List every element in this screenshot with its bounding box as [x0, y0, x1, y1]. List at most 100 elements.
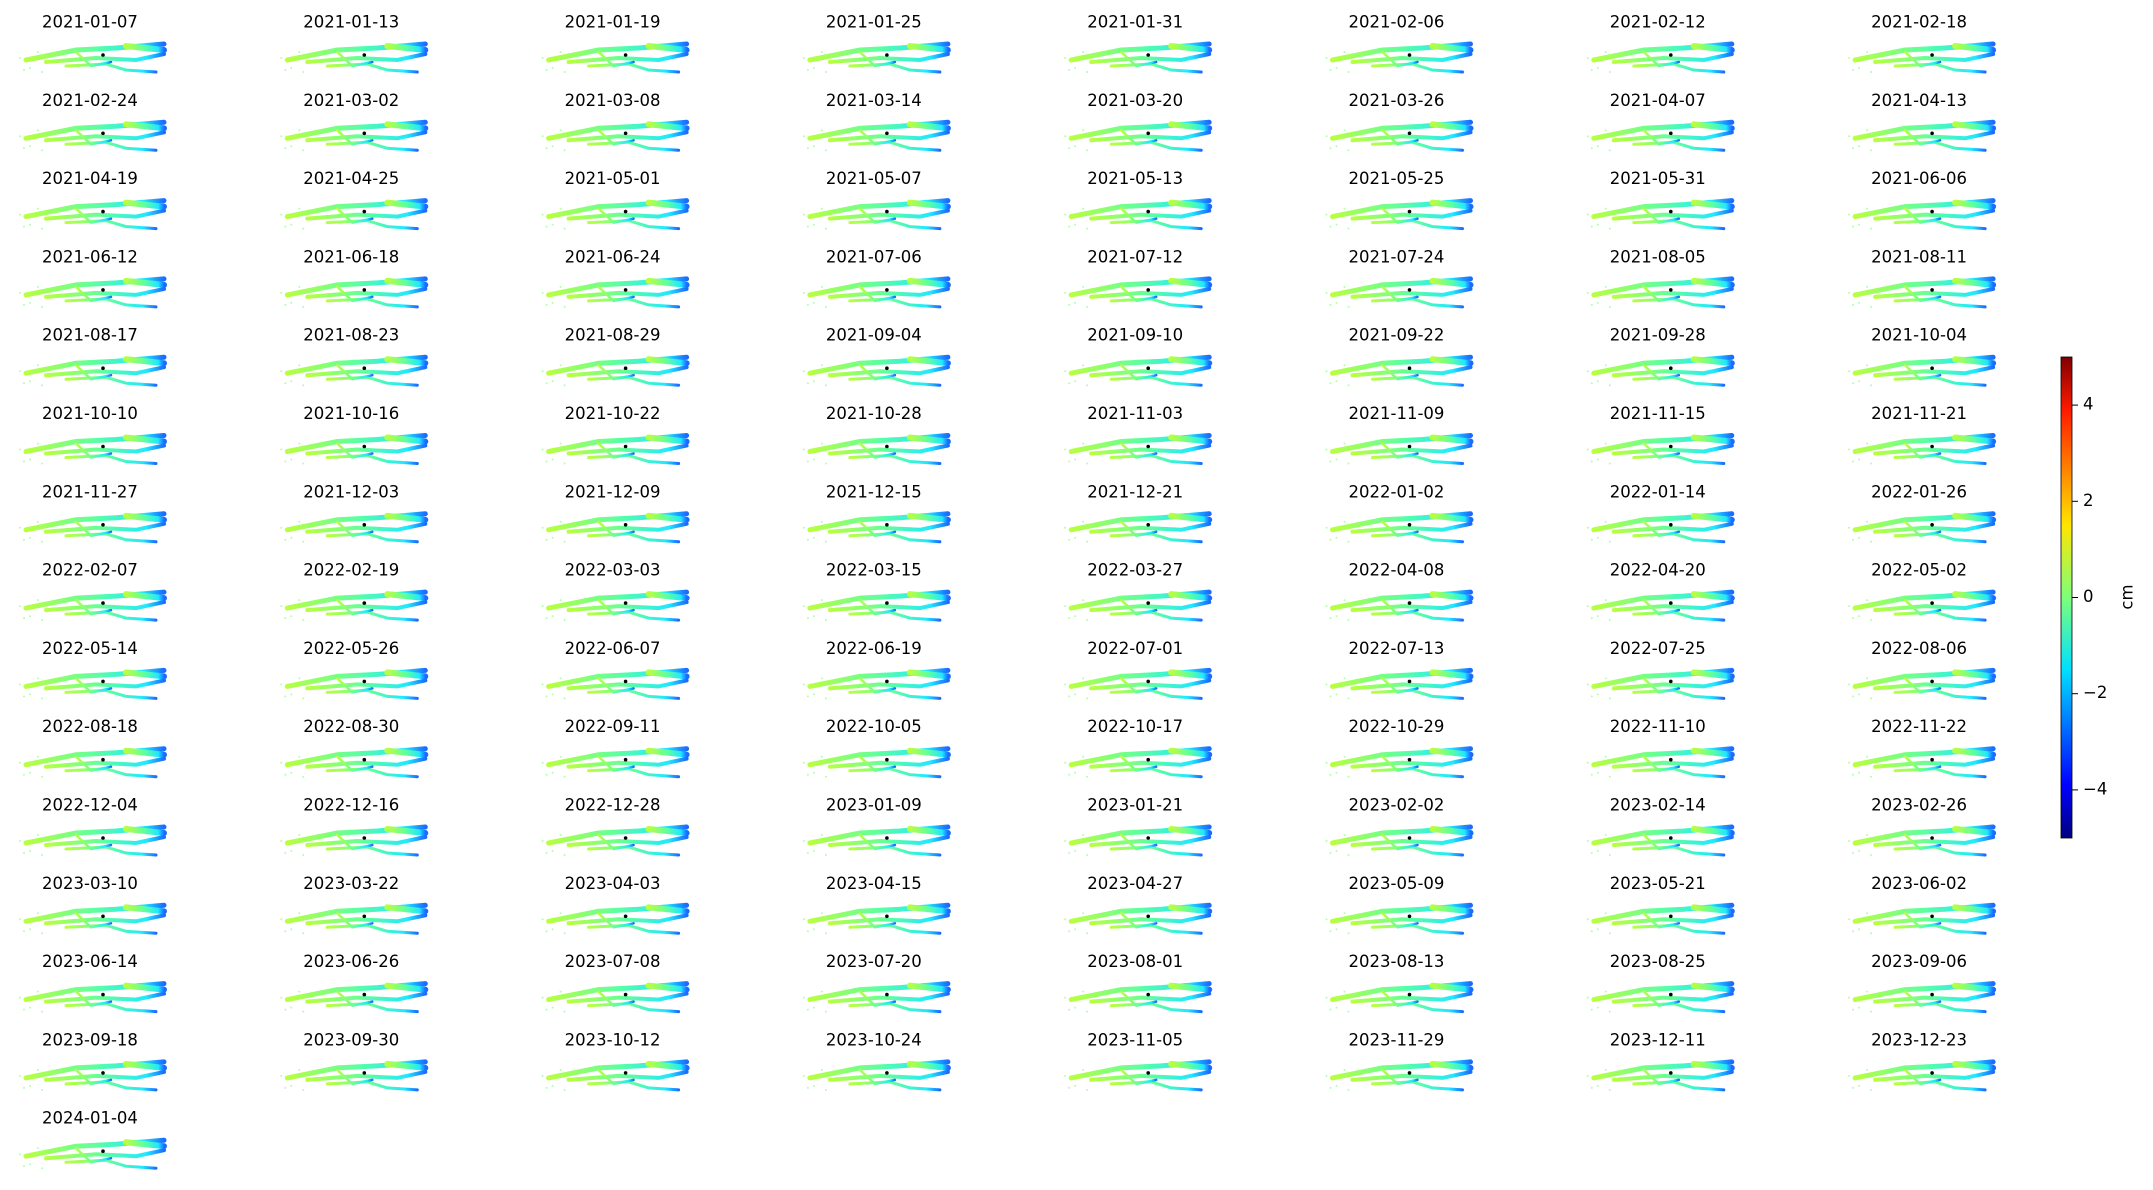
panel: 2021-12-03: [280, 482, 425, 543]
panel: 2022-09-11: [542, 717, 687, 778]
panel-image: [19, 827, 164, 856]
panel-image: [19, 44, 164, 73]
colorbar-tick-label: −2: [2083, 683, 2107, 702]
panel-title: 2021-09-28: [1610, 326, 1706, 345]
panel: 2021-01-31: [1064, 13, 1209, 74]
panel: 2022-10-17: [1064, 717, 1209, 778]
panel-image: [280, 201, 425, 230]
panel-image: [280, 1062, 425, 1091]
panel-title: 2023-03-10: [42, 874, 138, 893]
panel-image: [1064, 827, 1209, 856]
panel-image: [19, 749, 164, 778]
panel: 2023-06-02: [1848, 874, 1993, 935]
panel-image: [803, 1062, 948, 1091]
panel-title: 2023-11-29: [1349, 1030, 1445, 1049]
panel-title: 2021-02-06: [1349, 13, 1445, 32]
panel-image: [1848, 1062, 1993, 1091]
panel-image: [1848, 279, 1993, 308]
panel-title: 2021-01-19: [565, 13, 661, 32]
panel-title: 2021-11-15: [1610, 404, 1706, 423]
panel-image: [803, 279, 948, 308]
panel-image: [1326, 279, 1471, 308]
panel: 2021-08-29: [542, 326, 687, 387]
panel: 2023-09-30: [280, 1030, 425, 1091]
panel-title: 2021-05-25: [1349, 169, 1445, 188]
panel: 2023-11-05: [1064, 1030, 1209, 1091]
panel: 2021-08-05: [1587, 247, 1732, 308]
panel-image: [803, 357, 948, 386]
panel-image: [803, 122, 948, 151]
panel-title: 2021-09-10: [1087, 326, 1183, 345]
panel-title: 2021-10-04: [1871, 326, 1967, 345]
panel-title: 2023-08-13: [1349, 952, 1445, 971]
panel-title: 2021-06-12: [42, 247, 138, 266]
panel-title: 2022-07-13: [1349, 639, 1445, 658]
panel: 2021-01-19: [542, 13, 687, 74]
panel-title: 2022-09-11: [565, 717, 661, 736]
panel: 2021-08-11: [1848, 247, 1993, 308]
panel-image: [19, 905, 164, 934]
panel-title: 2021-03-08: [565, 91, 661, 110]
panel-title: 2021-11-09: [1349, 404, 1445, 423]
panel: 2021-04-07: [1587, 91, 1732, 152]
panel: 2021-12-09: [542, 482, 687, 543]
panel: 2021-06-24: [542, 247, 687, 308]
panel-title: 2021-01-13: [303, 13, 399, 32]
panel: 2022-10-05: [803, 717, 948, 778]
panel: 2024-01-04: [19, 1109, 164, 1170]
panel: 2022-07-25: [1587, 639, 1732, 700]
panel-title: 2021-04-19: [42, 169, 138, 188]
panel-title: 2023-09-06: [1871, 952, 1967, 971]
panel: 2021-07-24: [1326, 247, 1471, 308]
panel-image: [1848, 357, 1993, 386]
panel-image: [803, 592, 948, 621]
panel: 2023-07-20: [803, 952, 948, 1013]
panel-title: 2022-02-19: [303, 561, 399, 580]
panel: 2023-03-22: [280, 874, 425, 935]
panel: 2022-01-26: [1848, 482, 1993, 543]
panel-image: [19, 436, 164, 465]
panel-title: 2022-05-14: [42, 639, 138, 658]
panel-image: [542, 592, 687, 621]
panel: 2021-05-31: [1587, 169, 1732, 230]
panel-title: 2023-01-09: [826, 796, 922, 815]
panel-image: [803, 514, 948, 543]
panel-image: [803, 905, 948, 934]
panel-title: 2023-08-25: [1610, 952, 1706, 971]
panel-title: 2022-03-27: [1087, 561, 1183, 580]
panel-image: [19, 279, 164, 308]
panel-title: 2022-12-28: [565, 796, 661, 815]
panel-image: [280, 279, 425, 308]
panel-title: 2021-06-24: [565, 247, 661, 266]
panel-title: 2021-03-26: [1349, 91, 1445, 110]
panel-title: 2021-11-03: [1087, 404, 1183, 423]
panel: 2022-05-14: [19, 639, 164, 700]
panel-image: [1587, 122, 1732, 151]
panel-title: 2024-01-04: [42, 1109, 138, 1128]
panel: 2022-05-26: [280, 639, 425, 700]
panel-title: 2022-08-06: [1871, 639, 1967, 658]
panel: 2021-07-06: [803, 247, 948, 308]
panel: 2022-12-28: [542, 796, 687, 857]
panel-title: 2022-01-14: [1610, 482, 1706, 501]
panel-title: 2021-09-04: [826, 326, 922, 345]
panel-image: [1587, 905, 1732, 934]
panel-image: [803, 44, 948, 73]
panel: 2022-01-02: [1326, 482, 1471, 543]
panel: 2022-02-07: [19, 561, 164, 622]
panel-title: 2021-04-13: [1871, 91, 1967, 110]
panel-title: 2022-06-07: [565, 639, 661, 658]
panel: 2022-03-03: [542, 561, 687, 622]
panel: 2021-09-28: [1587, 326, 1732, 387]
panel: 2023-09-06: [1848, 952, 1993, 1013]
panel-image: [542, 905, 687, 934]
panel: 2022-07-13: [1326, 639, 1471, 700]
panel-image: [803, 827, 948, 856]
panel-title: 2023-06-02: [1871, 874, 1967, 893]
panel-image: [1326, 44, 1471, 73]
panel-title: 2021-08-11: [1871, 247, 1967, 266]
panel-title: 2021-12-15: [826, 482, 922, 501]
panel-image: [1848, 44, 1993, 73]
panel-title: 2021-11-21: [1871, 404, 1967, 423]
panel-title: 2023-05-21: [1610, 874, 1706, 893]
